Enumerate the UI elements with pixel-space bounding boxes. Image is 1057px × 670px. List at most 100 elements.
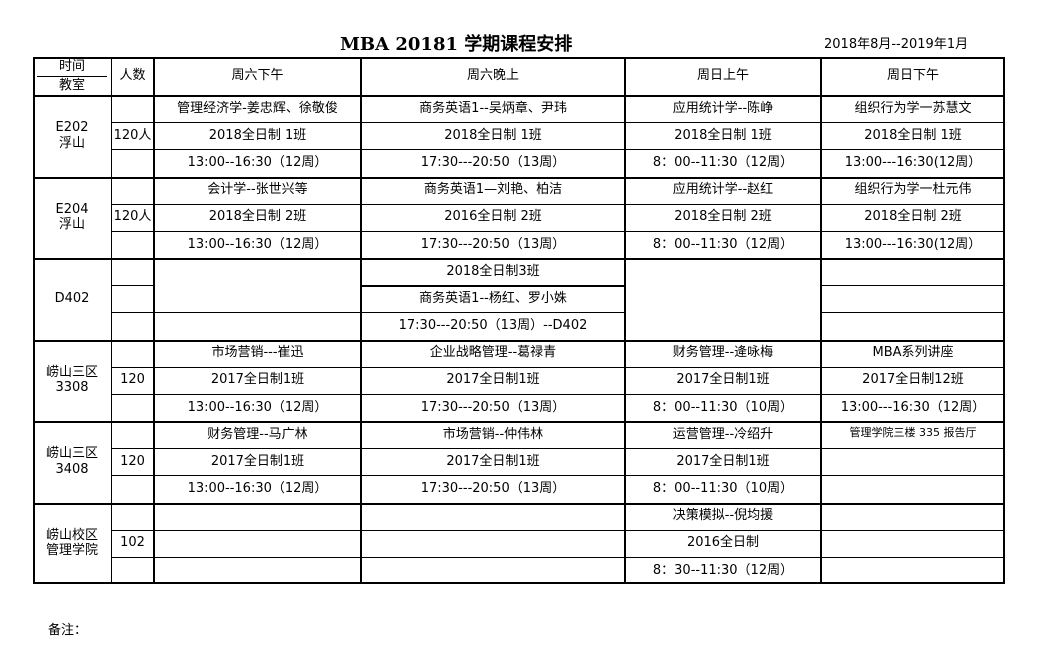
course-line (625, 285, 821, 312)
grid-line (111, 475, 154, 477)
course-line: 商务英语1—刘艳、柏洁 (423, 182, 563, 198)
room-name: 崂山三区 (45, 364, 98, 380)
grid-line (154, 122, 361, 124)
course-line (154, 503, 361, 530)
block-divider (33, 95, 1005, 97)
course-line: 8：00--11:30（12周） (652, 236, 794, 252)
course-line (625, 312, 821, 339)
course-line: 2016全日制 2班 (444, 209, 542, 225)
course-line: 管理经济学-姜忠辉、徐敬俊 (177, 100, 338, 116)
grid-line (111, 366, 154, 368)
course-line: 13:00--16:30（12周） (187, 155, 328, 171)
course-line: 商务英语1--吴炳章、尹玮 (419, 100, 567, 116)
grid-line (111, 448, 154, 450)
grid-line (821, 285, 1005, 287)
block-divider (33, 502, 1005, 505)
block-divider (33, 339, 1005, 342)
grid-line (625, 529, 821, 531)
course-line (821, 475, 1005, 502)
grid-line (821, 312, 1005, 314)
course-line (361, 530, 625, 557)
room-name: 浮山 (58, 217, 85, 233)
semester-period: 2018年8月--2019年1月 (824, 37, 969, 52)
student-count: 120 (120, 453, 145, 469)
course-line (154, 530, 361, 557)
header-column: 周日上午 (696, 68, 749, 84)
course-line: 应用统计学--陈峥 (672, 100, 774, 116)
grid-line (361, 312, 625, 314)
student-count: 120 (120, 372, 145, 388)
course-line: 运营管理--冷绍升 (672, 426, 774, 442)
column-divider (360, 57, 362, 584)
table-right-border (1003, 57, 1005, 584)
header-time-label: 时间 (58, 58, 85, 74)
schedule-table: 时间 教室 人数 周六下午 周六晚上 周日上午 周日下午 E202 浮山 120人 管理经济学-姜忠… (33, 57, 1005, 584)
grid-line (821, 393, 1005, 395)
block-divider (33, 258, 1005, 260)
header-count-label: 人数 (119, 68, 146, 84)
course-line (821, 258, 1005, 285)
column-divider (153, 57, 155, 584)
course-line: 企业战略管理--葛禄青 (429, 345, 557, 361)
grid-line (625, 556, 821, 558)
course-line: 2018全日制 1班 (674, 127, 772, 143)
course-line: 2017全日制1班 (210, 372, 305, 388)
course-line (821, 312, 1005, 339)
room-cell: 崂山三区 3408 (33, 421, 111, 503)
grid-line (361, 448, 625, 450)
room-name: E202 (55, 120, 89, 136)
course-line: 2018全日制3班 (446, 263, 540, 279)
course-line (154, 285, 361, 312)
course-line: 财务管理--逄咏梅 (672, 345, 774, 361)
course-line: 17:30---20:50（13周） (420, 236, 566, 252)
grid-line (625, 122, 821, 124)
course-line (361, 503, 625, 530)
course-line: 商务英语1--杨红、罗小姝 (419, 290, 567, 306)
course-line: 会计学--张世兴等 (207, 182, 308, 198)
room-cell: D402 (33, 258, 111, 340)
grid-line (361, 149, 625, 151)
grid-line (625, 448, 821, 450)
course-line (361, 557, 625, 584)
course-line: 13:00---16:30(12周） (844, 155, 982, 171)
grid-line (361, 122, 625, 124)
course-line (821, 530, 1005, 557)
course-line: 2018全日制 2班 (674, 209, 772, 225)
course-line: 决策模拟--倪均援 (672, 508, 774, 524)
student-count: 120人 (113, 209, 152, 225)
table-top-border (33, 57, 1005, 59)
grid-line (821, 556, 1005, 558)
header-column: 周六晚上 (466, 68, 519, 84)
header-column: 周六下午 (231, 68, 284, 84)
grid-line (625, 230, 821, 232)
grid-line (821, 122, 1005, 124)
course-line: 组织行为学一杜元伟 (854, 182, 972, 198)
student-count: 120人 (113, 127, 152, 143)
room-name: 崂山三区 (45, 446, 98, 462)
grid-line (821, 149, 1005, 151)
grid-line (361, 203, 625, 205)
course-line: 应用统计学--赵红 (672, 182, 774, 198)
grid-line (154, 366, 361, 368)
block-divider (33, 176, 1005, 179)
course-line (625, 258, 821, 285)
grid-line (111, 203, 154, 205)
grid-line (154, 230, 361, 232)
grid-line (111, 230, 154, 232)
course-line (821, 285, 1005, 312)
room-name: 崂山校区 (45, 527, 98, 543)
course-line: 管理学院三楼 335 报告厅 (849, 426, 977, 439)
course-line: 17:30---20:50（13周） (420, 155, 566, 171)
course-line: 市场营销---崔迅 (211, 345, 304, 361)
grid-line (111, 285, 154, 287)
course-line (821, 557, 1005, 584)
course-line: 8：30--11:30（12周） (652, 562, 794, 578)
grid-line (361, 393, 625, 395)
grid-line (821, 203, 1005, 205)
block-divider (33, 421, 1005, 423)
grid-line (111, 149, 154, 151)
room-name: 浮山 (58, 135, 85, 151)
course-line: 2018全日制 1班 (208, 127, 307, 143)
course-line: 17:30---20:50（13周） (420, 481, 566, 497)
course-line: MBA系列讲座 (872, 345, 954, 361)
